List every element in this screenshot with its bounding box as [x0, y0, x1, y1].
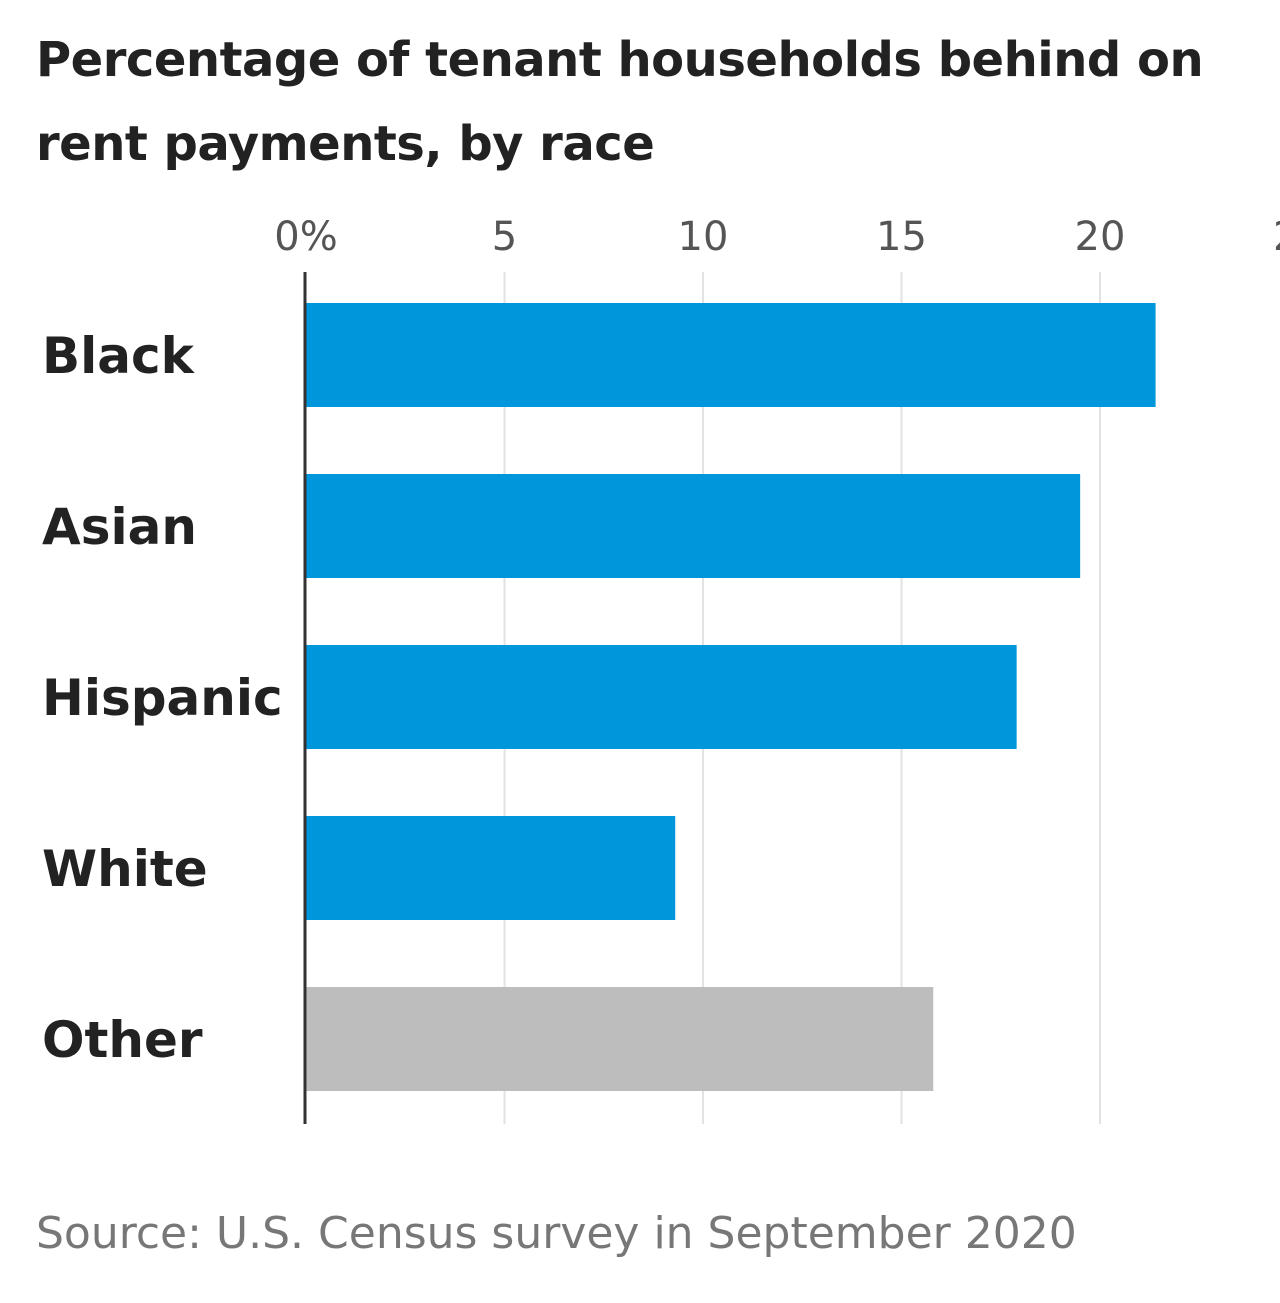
- x-axis-ticks: 0% 5 10 15 20 25: [274, 214, 1280, 260]
- bar-hispanic: [306, 645, 1017, 749]
- x-tick-label-20: 20: [1075, 214, 1126, 260]
- bars: [306, 303, 1156, 1091]
- bar-chart: 0% 5 10 15 20 25 Black Asian Hispanic White Other: [42, 214, 1280, 1124]
- x-tick-label-10: 10: [678, 214, 729, 260]
- category-label-other: Other: [42, 1011, 203, 1069]
- bar-asian: [306, 474, 1081, 578]
- bar-white: [306, 816, 676, 920]
- chart-title: Percentage of tenant households behind o…: [36, 32, 1204, 172]
- x-tick-label-25: 25: [1273, 214, 1280, 260]
- category-label-asian: Asian: [42, 498, 197, 556]
- category-label-white: White: [42, 840, 208, 898]
- bar-other: [306, 987, 934, 1091]
- x-tick-label-15: 15: [876, 214, 927, 260]
- source-note: Source: U.S. Census survey in September …: [36, 1208, 1077, 1259]
- bar-black: [306, 303, 1156, 407]
- category-label-black: Black: [42, 327, 196, 385]
- x-tick-label-5: 5: [492, 214, 517, 260]
- x-tick-label-0: 0%: [274, 214, 337, 260]
- category-labels: Black Asian Hispanic White Other: [42, 327, 283, 1069]
- category-label-hispanic: Hispanic: [42, 669, 283, 727]
